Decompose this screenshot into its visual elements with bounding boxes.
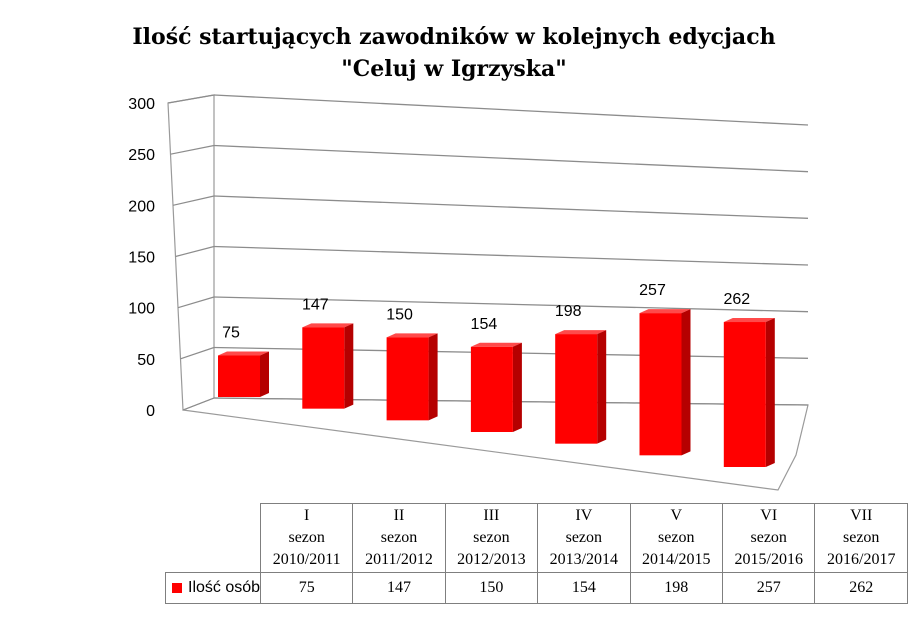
- axes: 0 50 100 150 200 250 300: [128, 94, 809, 491]
- bar-top: [723, 318, 775, 323]
- y-tick-label: 100: [128, 301, 155, 318]
- bars: [218, 309, 775, 467]
- category-label-line: sezon: [288, 529, 325, 546]
- category-label-line: 2015/2016: [734, 551, 803, 568]
- side-gridline: [177, 296, 215, 309]
- category-label-line: 2013/2014: [549, 551, 619, 568]
- bar-side: [260, 351, 269, 397]
- legend-swatch: [172, 582, 182, 593]
- table-category-cell: VI sezon 2015/2016: [721, 503, 816, 573]
- gridline: [213, 195, 809, 219]
- category-label-line: V: [670, 507, 683, 524]
- data-labels: 75 147 150 154 198 257 262: [222, 282, 750, 341]
- y-tick-label: 250: [128, 147, 155, 164]
- bar-side: [428, 333, 438, 421]
- bar-side: [681, 309, 691, 456]
- y-tick-label: 0: [146, 403, 155, 420]
- category-label-line: 2014/2015: [642, 551, 711, 568]
- gridline: [213, 94, 809, 126]
- category-label-line: sezon: [565, 529, 603, 546]
- bar: [639, 313, 682, 456]
- bar-side: [597, 330, 607, 444]
- category-label-line: sezon: [750, 529, 787, 546]
- table-value-cell: 257: [721, 572, 816, 604]
- category-label-line: sezon: [473, 529, 510, 546]
- bar: [470, 346, 513, 432]
- bar-top: [639, 309, 691, 314]
- y-tick-label: 300: [128, 96, 155, 113]
- side-gridline: [180, 346, 215, 360]
- table-value-cell: 147: [352, 572, 446, 604]
- table-corner: [165, 503, 262, 573]
- category-label-line: sezon: [380, 529, 418, 546]
- data-label: 147: [302, 296, 329, 313]
- bar-top: [302, 323, 354, 328]
- category-label-line: 2016/2017: [827, 551, 896, 568]
- gridline: [213, 296, 809, 313]
- data-label: 198: [555, 303, 582, 320]
- category-label-line: 2010/2011: [272, 551, 341, 568]
- category-label-line: II: [393, 507, 405, 524]
- bar-top: [218, 351, 269, 356]
- category-label-line: I: [304, 507, 310, 524]
- side-gridline: [182, 397, 215, 411]
- table-value-cell: 150: [444, 572, 539, 604]
- side-gridline: [167, 94, 215, 104]
- chart-title-line-1: Ilość startujących zawodników w kolejnyc…: [132, 24, 775, 50]
- data-label: 75: [222, 325, 240, 342]
- category-label-line: III: [483, 507, 500, 524]
- bar: [723, 322, 766, 467]
- bar: [555, 334, 598, 444]
- bar: [302, 327, 345, 409]
- y-tick-label: 200: [128, 198, 155, 215]
- table-category-cell: III sezon 2012/2013: [444, 503, 539, 573]
- side-gridline: [175, 245, 215, 258]
- category-label-line: 2011/2012: [365, 551, 433, 568]
- gridline: [213, 144, 809, 173]
- side-gridline: [170, 144, 215, 155]
- category-label-line: VI: [760, 507, 778, 524]
- bar-side: [512, 342, 522, 432]
- category-label-line: VII: [850, 507, 873, 524]
- data-label: 154: [471, 316, 498, 333]
- category-label-line: sezon: [658, 529, 695, 546]
- bar-top: [386, 333, 438, 338]
- table-category-cell: IV sezon 2013/2014: [537, 503, 631, 573]
- y-tick-label: 50: [137, 352, 155, 369]
- table-value-cell: 154: [537, 572, 631, 604]
- table-series-cell: Ilość osób: [164, 572, 262, 604]
- category-label-line: sezon: [843, 529, 880, 546]
- table-category-cell: II sezon 2011/2012: [352, 503, 446, 573]
- data-label: 257: [639, 282, 666, 299]
- data-label: 262: [723, 291, 750, 308]
- data-label: 150: [386, 306, 413, 323]
- legend-series-label: Ilość osób: [188, 579, 261, 596]
- table-category-cell: VII sezon 2016/2017: [814, 503, 908, 573]
- table-values-row: Ilość osób 75 147 150 154 198 257 262: [164, 572, 908, 604]
- bar-side: [765, 318, 775, 467]
- bar: [386, 337, 429, 421]
- bar: [218, 355, 260, 397]
- gridline: [213, 245, 809, 266]
- category-label-line: IV: [575, 507, 593, 524]
- chart-title-line-2: "Celuj w Igrzyska": [341, 56, 566, 82]
- table-value-cell: 198: [629, 572, 724, 604]
- table-value-cell: 75: [260, 572, 354, 604]
- table-value-cell: 262: [814, 572, 908, 604]
- bar-top: [470, 342, 522, 347]
- y-tick-label: 150: [128, 250, 155, 267]
- bar-side: [344, 323, 354, 409]
- bar-top: [555, 330, 607, 335]
- side-gridline: [172, 195, 215, 206]
- category-label-line: 2012/2013: [457, 551, 526, 568]
